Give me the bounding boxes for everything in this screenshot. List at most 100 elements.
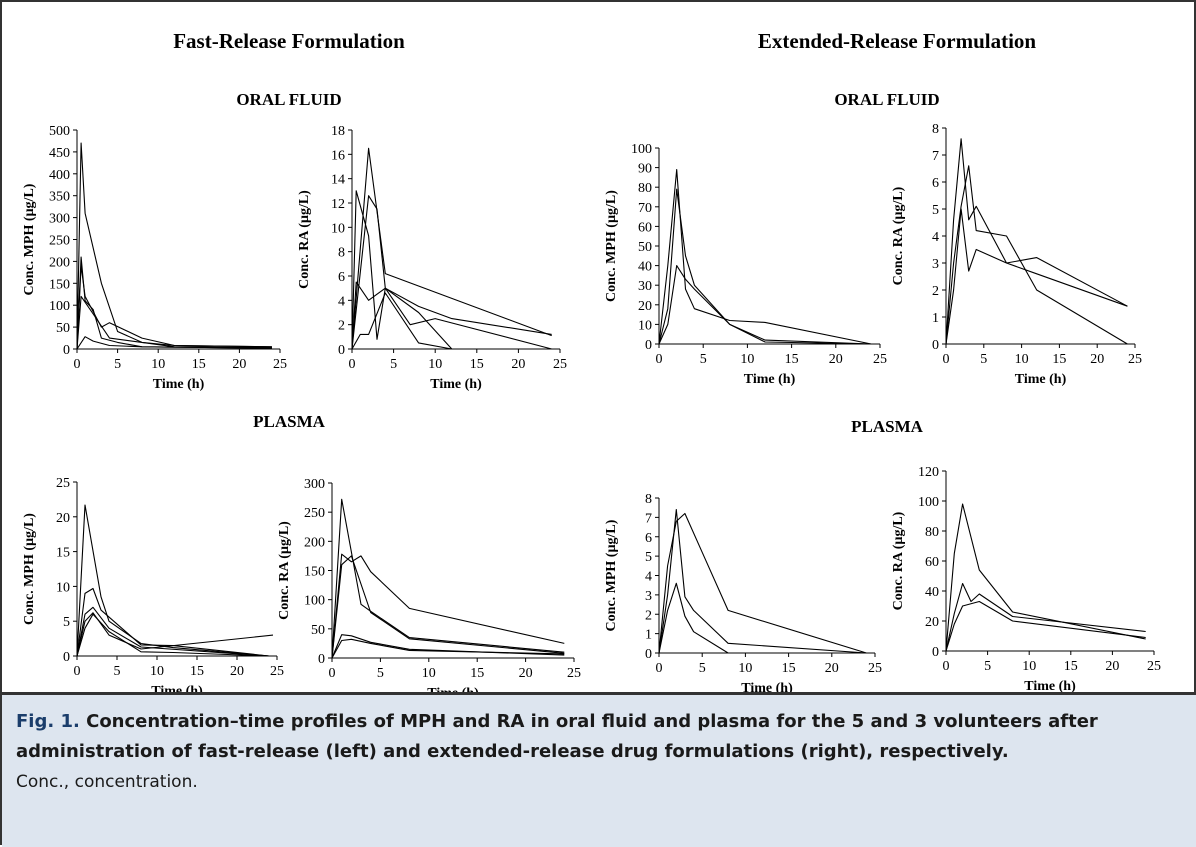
y-tick-label: 400 [49, 168, 70, 183]
y-tick-label: 30 [638, 279, 652, 294]
x-tick-label: 10 [738, 661, 752, 676]
x-tick-label: 5 [114, 357, 121, 372]
y-tick-label: 200 [304, 535, 325, 550]
y-tick-label: 50 [56, 321, 70, 336]
series-line-3 [658, 265, 872, 345]
y-tick-label: 100 [304, 594, 325, 609]
y-tick-label: 450 [49, 146, 70, 161]
chart-ext-oral-mph: 0 10 20 30 40 50 60 70 80 90 100 0 5 10 15 20 25 Time (h)… [604, 142, 887, 387]
series-line-3 [658, 582, 729, 654]
y-tick-label: 6 [645, 531, 652, 546]
x-tick-label: 15 [192, 357, 206, 372]
y-tick-label: 1 [645, 628, 652, 643]
y-tick-label: 1 [932, 311, 939, 326]
series-line-3 [76, 606, 270, 657]
series-line-3 [945, 208, 1128, 345]
y-tick-label: 50 [311, 623, 325, 638]
series-line-1 [658, 169, 872, 345]
x-tick-label: 5 [984, 659, 991, 674]
y-tick-label: 20 [925, 615, 939, 630]
series-line-3 [351, 190, 453, 350]
y-tick-label: 300 [49, 212, 70, 227]
series-line-2 [351, 195, 552, 350]
x-tick-label: 5 [390, 357, 397, 372]
y-tick-label: 0 [318, 652, 325, 667]
x-axis-label: Time (h) [741, 681, 793, 692]
x-tick-label: 5 [980, 352, 987, 367]
series-line-2 [658, 188, 872, 345]
figure-caption: Fig. 1. Concentration–time profiles of M… [2, 692, 1196, 847]
x-tick-label: 5 [699, 661, 706, 676]
x-tick-label: 20 [519, 666, 533, 681]
x-tick-label: 0 [943, 659, 950, 674]
caption-main: Fig. 1. Concentration–time profiles of M… [16, 707, 1184, 767]
x-tick-label: 25 [1147, 659, 1161, 674]
x-tick-label: 25 [273, 357, 287, 372]
y-tick-label: 6 [338, 270, 345, 285]
x-tick-label: 0 [74, 357, 81, 372]
y-axis-label: Conc. RA (µg/L) [891, 511, 906, 610]
y-tick-label: 150 [49, 277, 70, 292]
series-line-2 [945, 165, 1128, 345]
series-line-4 [331, 634, 565, 659]
x-tick-label: 20 [232, 357, 246, 372]
y-axis-label: Conc. RA (µg/L) [891, 186, 906, 285]
caption-label: Fig. 1. [16, 711, 80, 732]
y-tick-label: 40 [925, 585, 939, 600]
series-line-4 [76, 612, 274, 657]
x-tick-label: 20 [829, 352, 843, 367]
y-tick-label: 350 [49, 190, 70, 205]
y-tick-label: 3 [932, 257, 939, 272]
header-fast-release: Fast-Release Formulation [173, 29, 405, 53]
subheader-ext-oral-fluid: ORAL FLUID [834, 90, 939, 109]
y-tick-label: 60 [638, 220, 652, 235]
y-axis-label: Conc. MPH (µg/L) [604, 519, 619, 631]
y-tick-label: 70 [638, 201, 652, 216]
y-tick-label: 4 [338, 294, 345, 309]
x-tick-label: 15 [1052, 352, 1066, 367]
chart-fast-oral-ra: 0 2 4 6 8 10 12 14 16 18 0 5 10 15 20 25 Time (h) Conc. R… [297, 124, 567, 392]
y-tick-label: 80 [925, 525, 939, 540]
x-tick-label: 15 [470, 666, 484, 681]
y-axis-label: Conc. RA (µg/L) [297, 190, 312, 289]
y-tick-label: 12 [331, 197, 345, 212]
x-tick-label: 25 [553, 357, 567, 372]
x-tick-label: 15 [470, 357, 484, 372]
chart-fast-plasma-mph: 0 5 10 15 20 25 0 5 10 15 20 25 Time (h) Conc. MPH (µ… [22, 476, 284, 692]
subheader-fast-plasma: PLASMA [253, 412, 326, 431]
subheader-fast-oral-fluid: ORAL FLUID [236, 90, 341, 109]
subheader-ext-plasma: PLASMA [851, 417, 924, 436]
y-tick-label: 2 [645, 608, 652, 623]
y-tick-label: 8 [338, 246, 345, 261]
y-tick-label: 0 [932, 338, 939, 353]
x-tick-label: 15 [1064, 659, 1078, 674]
x-tick-label: 15 [782, 661, 796, 676]
y-tick-label: 8 [645, 492, 652, 507]
y-tick-label: 2 [338, 319, 345, 334]
y-tick-label: 0 [63, 650, 70, 665]
series-line-5 [351, 292, 452, 350]
y-tick-label: 10 [638, 318, 652, 333]
x-tick-label: 10 [422, 666, 436, 681]
x-axis-label: Time (h) [153, 377, 205, 392]
series-line-3 [76, 265, 272, 350]
x-tick-label: 25 [868, 661, 882, 676]
x-tick-label: 0 [656, 661, 663, 676]
series-line-1 [945, 138, 1128, 345]
y-tick-label: 40 [638, 260, 652, 275]
x-tick-label: 10 [151, 357, 165, 372]
x-tick-label: 10 [1015, 352, 1029, 367]
x-tick-label: 0 [74, 664, 81, 679]
y-tick-label: 60 [925, 555, 939, 570]
y-tick-label: 200 [49, 255, 70, 270]
y-tick-label: 20 [638, 299, 652, 314]
y-axis-label: Conc. MPH (µg/L) [22, 183, 37, 295]
series-line-3 [331, 555, 565, 659]
x-tick-label: 10 [150, 664, 164, 679]
x-tick-label: 0 [349, 357, 356, 372]
x-tick-label: 20 [1090, 352, 1104, 367]
y-tick-label: 150 [304, 565, 325, 580]
y-tick-label: 0 [338, 343, 345, 358]
y-tick-label: 100 [49, 299, 70, 314]
